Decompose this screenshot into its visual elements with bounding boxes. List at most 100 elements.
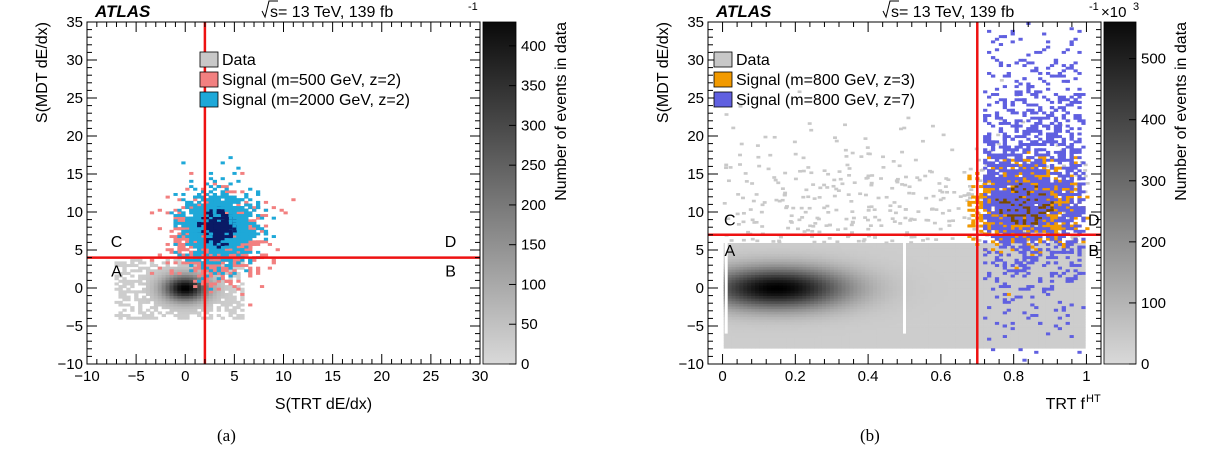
data-cell (145, 274, 151, 278)
data-cell (149, 314, 155, 318)
data-cell (747, 248, 752, 252)
data-cell (869, 295, 874, 299)
data-cell (833, 329, 839, 333)
data-cell (814, 256, 819, 260)
data-cell (896, 332, 901, 336)
colorbar-tick-label: 100 (521, 276, 546, 293)
data-cell (157, 298, 163, 302)
data-cell (747, 324, 752, 328)
signal-cell (228, 232, 233, 236)
data-cell (224, 292, 229, 296)
data-cell (197, 287, 202, 291)
data-cell (829, 279, 835, 283)
data-cell (731, 337, 736, 341)
data-cell (892, 335, 898, 339)
signal-cell (252, 221, 257, 225)
data-cell (802, 324, 807, 328)
data-cell (134, 279, 139, 283)
data-cell (161, 295, 166, 299)
data-cell (876, 316, 882, 320)
data-cell (118, 295, 123, 299)
data-cell (888, 266, 894, 270)
data-cell (751, 264, 756, 268)
signal-cell (244, 245, 249, 249)
data-cell (892, 316, 898, 320)
signal-cell (244, 237, 249, 241)
signal-cell (224, 237, 229, 241)
signal-cell (216, 248, 221, 252)
data-cell (774, 298, 780, 302)
data-cell (806, 250, 811, 254)
data-cell (751, 245, 756, 249)
signal-cell (220, 237, 225, 241)
signal-cell (220, 190, 225, 194)
data-cell (814, 324, 819, 328)
signal-cell (240, 227, 245, 231)
data-cell (153, 282, 159, 286)
data-cell (912, 261, 917, 265)
data-cell (177, 266, 182, 270)
signal-cell (263, 240, 269, 244)
data-cell (145, 308, 151, 312)
y-tick-label: −5 (66, 318, 83, 335)
data-cell (165, 290, 170, 294)
data-cell (240, 287, 245, 291)
data-cell (181, 266, 186, 270)
data-cell (138, 306, 143, 310)
data-cell (794, 311, 799, 315)
data-cell (794, 261, 799, 265)
signal-cell (228, 229, 233, 233)
data-cell (743, 324, 748, 328)
region-label-c: C (111, 234, 123, 251)
data-cell (833, 327, 839, 331)
data-cell (849, 335, 854, 339)
signal-cell (232, 219, 237, 223)
data-cell (739, 327, 744, 331)
data-cell (763, 303, 768, 307)
data-cell (876, 311, 882, 315)
data-cell (798, 327, 803, 331)
data-cell (212, 290, 218, 294)
data-cell (114, 264, 119, 268)
data-cell (185, 290, 190, 294)
data-cell (916, 248, 921, 252)
data-cell (818, 242, 823, 247)
data-cell (900, 300, 905, 304)
data-cell (766, 308, 772, 312)
signal-cell (279, 208, 284, 212)
data-cell (759, 308, 764, 312)
data-cell (841, 321, 846, 325)
signal-cell (200, 266, 206, 270)
data-cell (818, 342, 823, 346)
data-cell (236, 316, 241, 320)
data-cell (806, 337, 811, 341)
signal-cell (173, 208, 178, 212)
data-cell (126, 271, 131, 275)
signal-cell (228, 156, 233, 160)
data-cell (778, 329, 784, 333)
data-cell (904, 253, 909, 257)
signal-cell (220, 269, 225, 273)
data-cell (814, 248, 819, 252)
signal-cell (220, 177, 225, 181)
data-cell (837, 277, 843, 281)
data-cell (751, 277, 756, 281)
data-cell (900, 256, 905, 260)
signal-cell (204, 237, 210, 241)
signal-cell (240, 253, 245, 257)
data-cell (821, 306, 827, 310)
signal-cell (263, 208, 269, 212)
data-cell (853, 290, 858, 294)
data-cell (169, 295, 174, 299)
data-cell (173, 308, 178, 312)
signal-cell (197, 195, 202, 199)
data-cell (908, 316, 913, 320)
data-cell (743, 319, 748, 323)
data-cell (759, 335, 764, 339)
data-cell (814, 327, 819, 331)
data-cell (802, 271, 807, 275)
signal-cell (228, 261, 233, 265)
data-cell (841, 329, 846, 333)
signal-cell (252, 242, 257, 246)
data-cell (224, 306, 229, 310)
